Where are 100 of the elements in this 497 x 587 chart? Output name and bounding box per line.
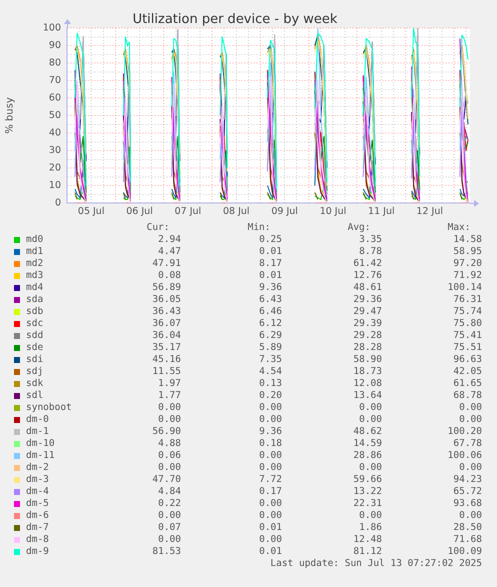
legend-label: dm-5	[26, 498, 49, 510]
text: 8.78	[359, 246, 382, 258]
y-axis-title: % busy	[4, 97, 16, 134]
text: 67.78	[453, 438, 482, 450]
text: 71.92	[453, 270, 482, 282]
text: 8.17	[259, 258, 282, 270]
y-tick-label: 100	[42, 22, 61, 34]
legend-label: dm-3	[26, 474, 49, 486]
y-tick-label: 20	[48, 162, 61, 174]
text: 96.63	[453, 354, 482, 366]
text: 12.48	[353, 534, 382, 546]
text: 22.31	[353, 498, 382, 510]
text: 28.50	[453, 522, 482, 534]
text: 81.12	[353, 546, 382, 558]
text: Avg:	[348, 222, 370, 234]
text: 4.88	[158, 438, 181, 450]
text: 29.36	[353, 294, 382, 306]
text: 68.78	[453, 390, 482, 402]
legend-label: sda	[26, 294, 44, 306]
text: 7.35	[259, 354, 282, 366]
legend-label: dm-11	[26, 450, 55, 462]
text: 18.73	[353, 366, 382, 378]
legend-label: sdk	[26, 378, 44, 390]
text: 0.00	[459, 414, 482, 426]
legend-label: md0	[26, 234, 44, 246]
legend-label: sdi	[26, 354, 44, 366]
x-tick-label: 10 Jul	[320, 206, 346, 218]
text: 4.47	[158, 246, 181, 258]
text: 75.74	[453, 306, 482, 318]
text: 0.00	[259, 462, 282, 474]
text: 0.00	[259, 402, 282, 414]
text: 58.95	[453, 246, 482, 258]
text: 45.16	[152, 354, 181, 366]
legend-label: dm-8	[26, 534, 49, 546]
text: 6.43	[259, 294, 282, 306]
text: 36.05	[152, 294, 181, 306]
text: 13.64	[353, 390, 382, 402]
x-tick-label: 05 Jul	[78, 206, 104, 218]
text: 0.00	[359, 414, 382, 426]
text: 35.17	[152, 342, 181, 354]
text: 0.00	[259, 450, 282, 462]
text: 1.77	[158, 390, 181, 402]
text: 48.61	[353, 282, 382, 294]
text: 0.22	[158, 498, 181, 510]
text: 28.28	[353, 342, 382, 354]
text: 56.89	[152, 282, 181, 294]
text: 14.59	[353, 438, 382, 450]
text: 75.80	[453, 318, 482, 330]
legend-label: dm-2	[26, 462, 49, 474]
legend-label: dm-7	[26, 522, 49, 534]
x-tick-label: 11 Jul	[368, 206, 395, 218]
text: 11.55	[152, 366, 181, 378]
text: 100.06	[448, 450, 482, 462]
text: 100.20	[448, 426, 482, 438]
text: 100.09	[448, 546, 482, 558]
chart-title: Utilization per device - by week	[132, 12, 338, 28]
text: 14.58	[453, 234, 482, 246]
text: 6.29	[259, 330, 282, 342]
text: 36.07	[152, 318, 181, 330]
y-tick-label: 30	[48, 144, 61, 156]
text: 93.68	[453, 498, 482, 510]
text: 0.01	[259, 246, 282, 258]
text: 29.28	[353, 330, 382, 342]
text: 0.07	[158, 522, 181, 534]
text: 7.72	[259, 474, 282, 486]
legend-label: md1	[26, 246, 44, 258]
legend-label: sdb	[26, 306, 44, 318]
y-tick-label: 40	[48, 127, 61, 138]
x-tick-label: 06 Jul	[126, 206, 153, 218]
y-tick-label: 10	[48, 180, 61, 191]
legend-label: dm-6	[26, 510, 49, 522]
text: 0.01	[259, 522, 282, 534]
y-tick-label: 50	[48, 110, 61, 121]
text: 0.00	[158, 534, 181, 546]
x-tick-label: 12 Jul	[416, 206, 443, 218]
legend-label: sdc	[26, 318, 44, 330]
text: 0.00	[158, 414, 181, 426]
legend-label: sdj	[26, 366, 44, 378]
text: 0.00	[259, 510, 282, 522]
legend-label: sde	[26, 342, 44, 354]
text: 0.00	[459, 462, 482, 474]
text: 0.08	[158, 270, 181, 282]
legend-label: dm-4	[26, 486, 49, 498]
legend-label: md2	[26, 258, 44, 270]
text: 1.97	[158, 378, 181, 390]
text: 97.20	[453, 258, 482, 270]
y-tick-label: 80	[48, 57, 61, 68]
y-tick-label: 70	[48, 74, 61, 86]
text: 9.36	[259, 282, 282, 294]
text: 28.86	[353, 450, 382, 462]
legend-label: synoboot	[26, 402, 72, 414]
text: 36.04	[152, 330, 181, 342]
text: 6.12	[259, 318, 282, 330]
text: 0.00	[259, 414, 282, 426]
text: 29.39	[353, 318, 382, 330]
text: 6.46	[259, 306, 282, 318]
text: 0.01	[259, 546, 282, 558]
text: 0.25	[259, 234, 282, 246]
text: 47.91	[152, 258, 181, 270]
legend-label: dm-0	[26, 414, 49, 426]
